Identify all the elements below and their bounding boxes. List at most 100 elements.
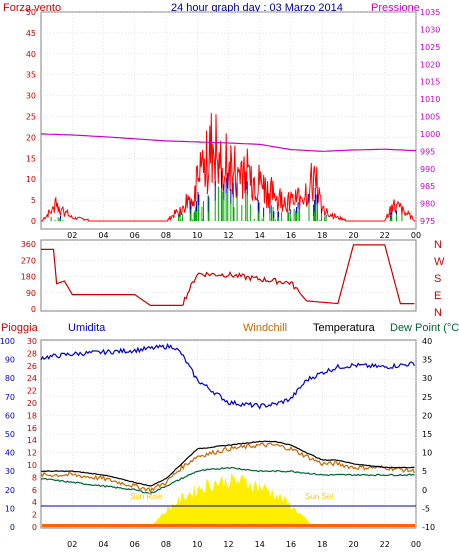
x-tick-label: 04 (98, 540, 108, 549)
pressure-axis-title: Pressione (371, 2, 420, 14)
pressure-tick-label: 1035 (420, 8, 440, 17)
compass-label: S (434, 273, 441, 285)
x-tick-label: 10 (192, 231, 202, 240)
rain-tick-label: 6 (32, 486, 37, 495)
x-tick-label: 12 (223, 540, 233, 549)
pressure-axis-ticks: 1035 1030 1025 1020 1015 1010 1005 1000 995 990 98… (420, 8, 440, 226)
degree-tick-label: 270 (21, 256, 36, 265)
temp-tick-label: 35 (422, 356, 432, 365)
compass-label: N (434, 307, 442, 319)
rain-tick-label: 16 (27, 424, 37, 433)
pressure-tick-label: 1000 (420, 130, 440, 139)
direction-degree-ticks: 360 270 180 90 0 (21, 240, 36, 314)
x-tick-label: 22 (380, 540, 390, 549)
humidity-tick-label: 40 (5, 449, 15, 458)
temp-x-axis-ticks: 02 04 06 08 10 12 14 16 18 20 22 00 (67, 540, 421, 549)
x-tick-label: 18 (317, 231, 327, 240)
humidity-tick-label: 60 (5, 411, 15, 420)
temp-tick-label: -10 (422, 523, 435, 532)
x-tick-label: 16 (286, 540, 296, 549)
temp-tick-label: 15 (422, 430, 432, 439)
x-tick-label: 08 (161, 540, 171, 549)
temp-tick-label: 20 (422, 411, 432, 420)
chart-title: 24 hour graph day : 03 Marzo 2014 (171, 2, 343, 14)
humidity-tick-label: 80 (5, 374, 15, 383)
compass-label: N (434, 239, 442, 251)
compass-label: W (434, 256, 445, 268)
rain-tick-label: 28 (27, 349, 37, 358)
rain-tick-label: 10 (27, 461, 37, 470)
x-tick-label: 00 (411, 540, 421, 549)
x-tick-label: 20 (348, 231, 358, 240)
x-tick-label: 02 (67, 231, 77, 240)
humidity-series (40, 342, 415, 410)
wind-tick-label: 20 (26, 133, 36, 142)
rain-label: Pioggia (1, 322, 39, 334)
temp-tick-label: 40 (422, 337, 432, 346)
pressure-tick-label: 995 (420, 147, 435, 156)
sunrise-label: Sun Rise (130, 492, 163, 501)
rain-tick-label: 24 (27, 374, 37, 383)
pressure-tick-label: 1005 (420, 113, 440, 122)
humidity-tick-label: 10 (5, 504, 15, 513)
x-tick-label: 08 (161, 231, 171, 240)
degree-tick-label: 360 (21, 240, 36, 249)
wind-tick-label: 5 (31, 196, 36, 205)
wind-tick-label: 10 (26, 175, 36, 184)
x-tick-label: 14 (255, 231, 265, 240)
x-tick-label: 20 (348, 540, 358, 549)
pressure-tick-label: 980 (420, 200, 435, 209)
humidity-tick-label: 30 (5, 467, 15, 476)
rain-tick-label: 12 (27, 449, 37, 458)
rain-tick-label: 26 (27, 362, 37, 371)
rain-tick-label: 30 (27, 337, 37, 346)
x-tick-label: 00 (411, 231, 421, 240)
x-tick-label: 22 (380, 231, 390, 240)
x-tick-label: 06 (130, 231, 140, 240)
x-tick-label: 18 (317, 540, 327, 549)
windchill-series (40, 442, 415, 494)
windchill-label: Windchill (243, 322, 287, 334)
rain-baseline (42, 524, 415, 527)
humidity-label: Umidita (68, 322, 106, 334)
wind-tick-label: 40 (26, 50, 36, 59)
x-tick-label: 02 (67, 540, 77, 549)
pressure-tick-label: 990 (420, 165, 435, 174)
dewpoint-label: Dew Point (°C (390, 322, 459, 334)
temperature-series (40, 440, 415, 487)
temp-humidity-panel: Sun Rise Sun Set 1009080706050403020100 … (0, 337, 435, 549)
pressure-tick-label: 975 (420, 217, 435, 226)
rain-tick-label: 20 (27, 399, 37, 408)
humidity-tick-label: 100 (0, 337, 15, 346)
rain-tick-label: 8 (32, 473, 37, 482)
temp-tick-label: 25 (422, 393, 432, 402)
pressure-tick-label: 1020 (420, 60, 440, 69)
humidity-tick-label: 70 (5, 393, 15, 402)
wind-tick-label: 30 (26, 92, 36, 101)
temperature-axis-ticks: 40 35 30 25 20 15 10 5 0 -5 -10 (422, 337, 435, 532)
x-tick-label: 12 (223, 231, 233, 240)
wind-tick-label: 35 (26, 71, 36, 80)
pressure-tick-label: 1015 (420, 78, 440, 87)
rain-tick-label: 22 (27, 387, 37, 396)
temp-tick-label: 0 (422, 486, 427, 495)
wind-tick-label: 0 (31, 217, 36, 226)
humidity-tick-label: 50 (5, 430, 15, 439)
degree-tick-label: 180 (21, 273, 36, 282)
pressure-tick-label: 1025 (420, 43, 440, 52)
temp-tick-label: -5 (422, 504, 430, 513)
rain-tick-label: 14 (27, 436, 37, 445)
temp-tick-label: 5 (422, 467, 427, 476)
humidity-tick-label: 20 (5, 486, 15, 495)
pressure-tick-label: 1010 (420, 95, 440, 104)
humidity-tick-label: 0 (10, 523, 15, 532)
pressure-series (40, 133, 417, 152)
pressure-tick-label: 985 (420, 182, 435, 191)
sunset-label: Sun Set (305, 492, 334, 501)
x-tick-label: 14 (255, 540, 265, 549)
